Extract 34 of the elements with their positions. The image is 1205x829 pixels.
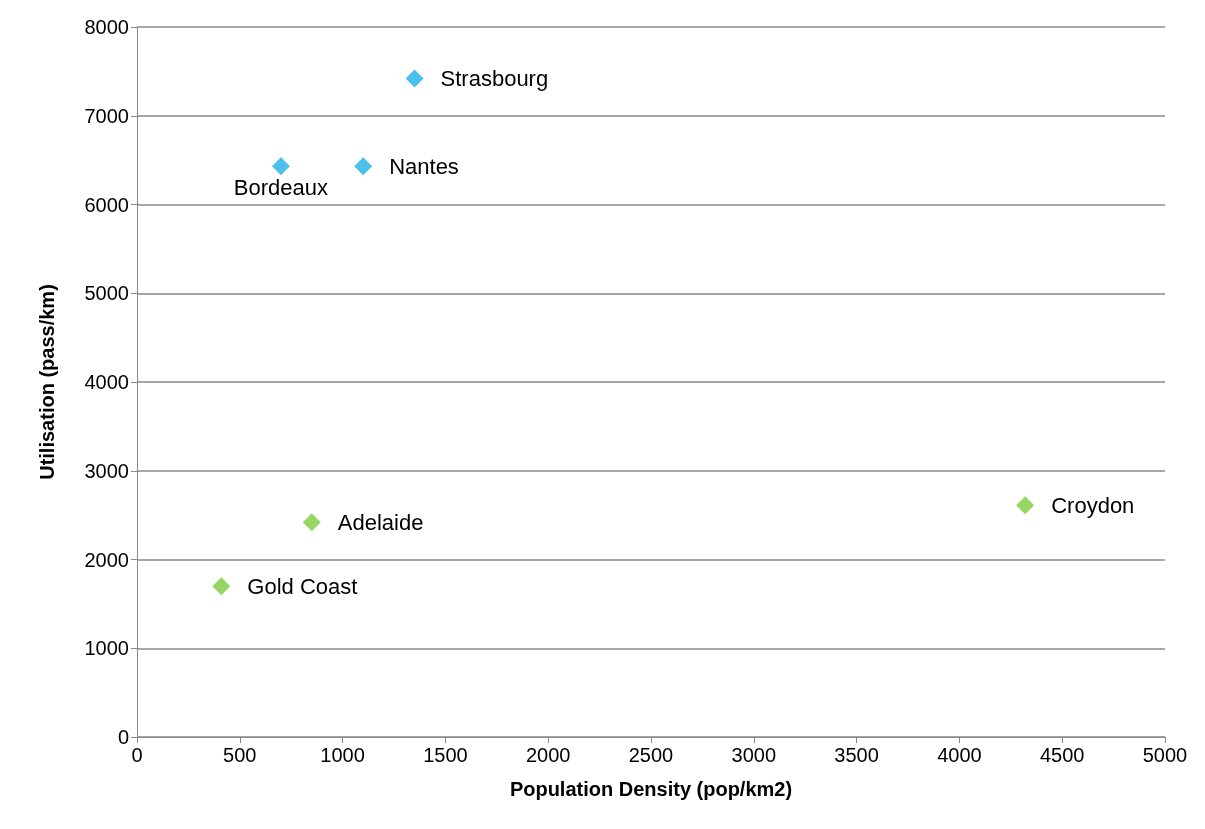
y-tick-label: 4000 [84,371,129,393]
x-tick-label: 3000 [731,744,777,766]
x-tick-label: 3500 [834,744,879,766]
x-tick-label: 5000 [1142,744,1188,766]
y-tick-label: 7000 [84,104,129,127]
x-tick-label: 4500 [1039,744,1085,766]
point [354,157,373,176]
x-tick-label: 2500 [628,744,674,766]
y-tick-label: 5000 [84,282,129,305]
point [212,577,231,596]
x-axis-title: Population Density (pop/km2) [509,778,793,800]
point [302,513,321,532]
x-tick-label: 4000 [937,744,982,766]
x-tick-label: 1000 [320,744,365,766]
annotation: Nantes [389,153,459,179]
x-tick-label: 0 [131,744,143,766]
x-tick-label: 2000 [525,744,571,766]
y-tick-label: 8000 [84,16,129,38]
point [271,157,290,176]
y-tick-label: 6000 [84,193,129,216]
x-tick-label: 1500 [423,744,468,766]
y-tick-label: 2000 [84,548,129,571]
annotation: Croydon [1051,492,1135,518]
annotation: Gold Coast [247,573,358,599]
y-tick-label: 3000 [84,459,129,482]
annotation: Adelaide [337,509,424,535]
point [405,69,424,88]
x-tick-label: 500 [223,744,257,766]
y-tick-label: 0 [117,726,129,748]
y-tick-label: 1000 [84,637,129,660]
point [1016,496,1035,515]
annotation: Strasbourg [440,65,549,91]
y-axis-title: Utilisation (pass/km) [36,284,58,480]
annotation: Bordeaux [233,174,329,200]
